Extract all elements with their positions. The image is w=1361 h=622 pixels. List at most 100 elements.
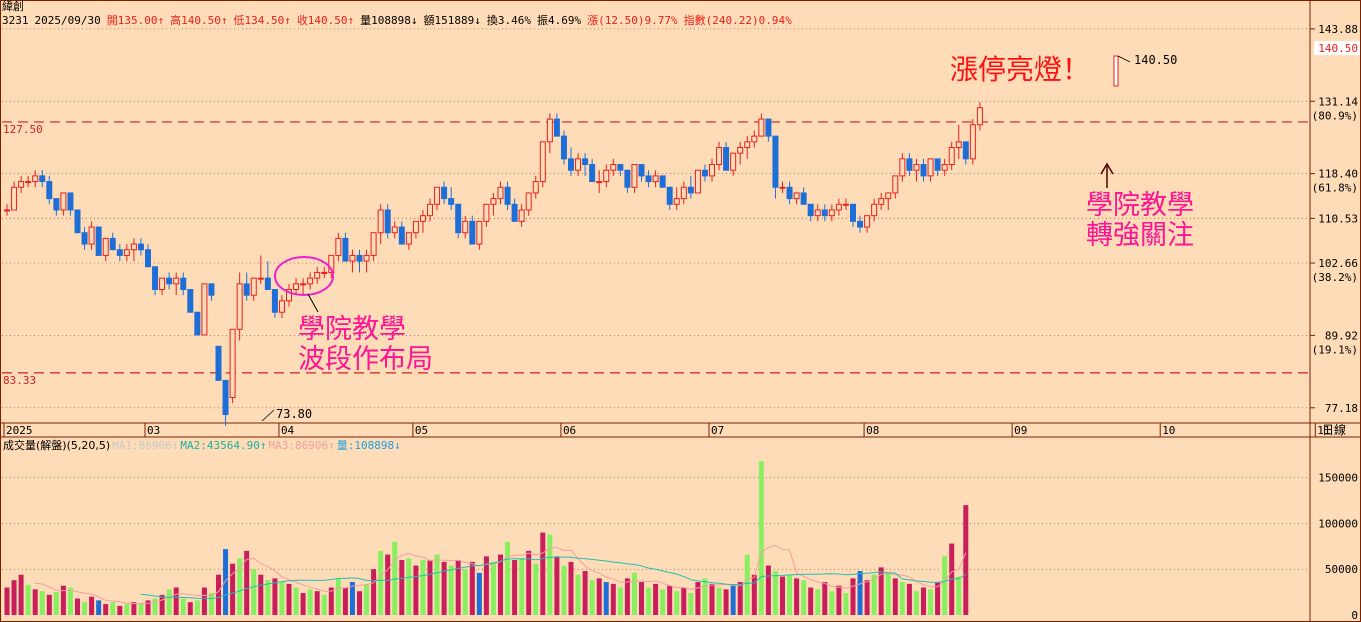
volume-bar [237, 558, 243, 615]
volume-tick-label: 0 [1351, 609, 1358, 622]
candle [271, 289, 278, 318]
volume-bar [899, 582, 905, 615]
candle-body [201, 283, 208, 336]
candle [88, 221, 95, 250]
candle [74, 209, 81, 234]
candle-body [293, 283, 300, 291]
candle [814, 204, 821, 222]
candle-body [391, 226, 398, 234]
candle [546, 113, 553, 154]
volume-bar [300, 593, 306, 615]
candle [504, 181, 511, 210]
volume-bar [32, 589, 38, 615]
candle [652, 170, 659, 188]
volume-bar [272, 578, 278, 615]
candle [215, 345, 222, 381]
candle-body [920, 164, 927, 177]
volume-bar [737, 582, 743, 615]
candle [405, 232, 412, 250]
candle-body [53, 198, 60, 211]
candle [469, 215, 476, 245]
candle-body [222, 379, 229, 415]
volume-bar [307, 589, 313, 615]
candle [441, 181, 448, 205]
volume-bar [420, 560, 426, 615]
candle [391, 221, 398, 239]
candle-body [455, 203, 462, 234]
candle-body [941, 164, 948, 171]
candle-body [723, 146, 730, 171]
candle-body [913, 164, 920, 171]
candle [553, 113, 560, 137]
candle [617, 164, 624, 176]
volume-bar [25, 584, 31, 615]
candle-body [342, 237, 349, 262]
candle-body [4, 209, 10, 212]
volume-bar [864, 580, 870, 615]
stock-name: 緯創 [2, 0, 24, 13]
candle-body [476, 220, 483, 245]
candle [462, 215, 469, 239]
candle-body [758, 118, 765, 137]
volume-bar [582, 571, 588, 615]
candle [300, 278, 307, 296]
candle [596, 170, 603, 193]
candle-body [737, 146, 744, 154]
candle-body [25, 181, 32, 184]
candle-body [88, 226, 95, 245]
candle-body [765, 118, 772, 137]
volume-bar [787, 574, 793, 615]
candle-body [850, 203, 856, 222]
volume-bar [399, 560, 405, 615]
candle [786, 181, 793, 205]
candle-body [878, 198, 885, 205]
candle-body [307, 277, 314, 285]
candle [419, 209, 426, 233]
volume-bar [688, 593, 694, 615]
volume-bar [314, 591, 320, 615]
volume-bar [216, 574, 221, 615]
volume-bar [617, 587, 623, 615]
volume-bar [829, 591, 835, 615]
candle-body [709, 164, 715, 177]
volume-bar [963, 505, 969, 615]
candle-body [116, 249, 123, 256]
volume-bar [660, 589, 666, 615]
candle [39, 170, 46, 188]
candle [137, 238, 144, 256]
candle [264, 261, 271, 291]
volume-bar [364, 583, 370, 615]
candle [236, 272, 243, 341]
candle [730, 152, 737, 176]
candle-body [187, 289, 194, 313]
candle [793, 192, 800, 205]
candle [328, 254, 335, 279]
low-label-leader [261, 409, 275, 422]
date-tick-label: 08 [866, 424, 879, 437]
volume-bar [392, 541, 398, 615]
volume-bar [124, 604, 130, 615]
candle-body [744, 141, 751, 148]
volume-bar [335, 578, 341, 615]
candle-body [568, 158, 574, 171]
candle-body [166, 277, 173, 285]
volume-bar [286, 583, 292, 615]
date-tick-label: 11 [1317, 424, 1330, 437]
candle [384, 204, 391, 239]
volume-bar [413, 565, 419, 615]
volume-bar [568, 561, 574, 615]
volume-bar [561, 565, 567, 615]
candle-body [539, 141, 546, 183]
candle-body [793, 192, 800, 200]
volume-bar [441, 561, 447, 615]
high-label-leader [1117, 55, 1131, 63]
candle [116, 244, 123, 262]
volume-bar [526, 550, 532, 615]
volume-bar [801, 580, 807, 615]
candle-body [589, 164, 596, 183]
volume-bar [956, 576, 962, 615]
candle-body [123, 249, 130, 256]
amplitude-value: 振4.69% [537, 13, 581, 27]
volume-bar [251, 569, 257, 615]
